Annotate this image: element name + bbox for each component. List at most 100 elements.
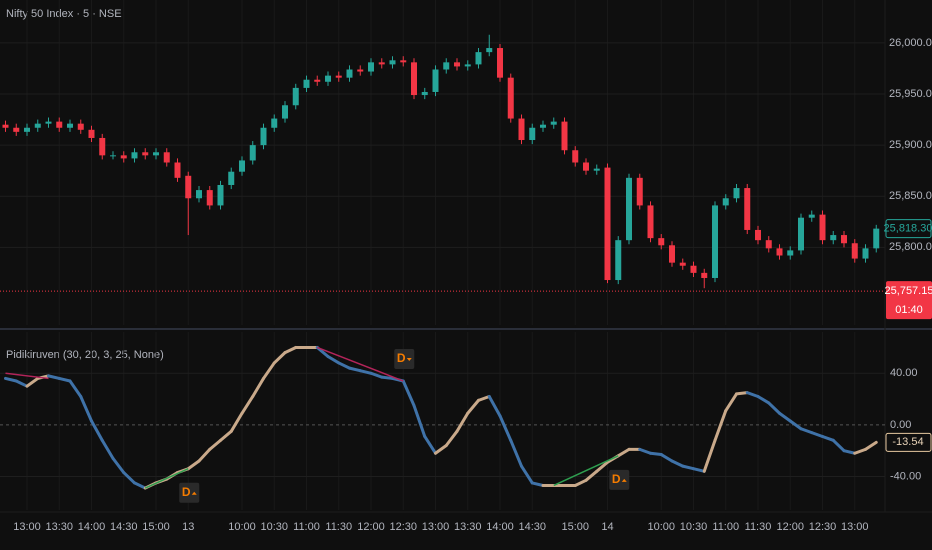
x-tick-label: 11:30 xyxy=(745,521,772,533)
candle-body xyxy=(454,62,460,67)
oscillator-segment xyxy=(229,411,244,433)
candle-body xyxy=(712,205,718,278)
oscillator-segment xyxy=(616,447,631,458)
oscillator-segment xyxy=(337,361,351,370)
x-tick-label: 12:30 xyxy=(809,521,837,533)
candle-body xyxy=(669,245,675,263)
candle-body xyxy=(378,62,385,65)
oscillator-segment xyxy=(713,409,728,442)
candle-body xyxy=(604,167,611,281)
candle-body xyxy=(507,77,514,119)
candle-body xyxy=(400,60,407,63)
oscillator-segment xyxy=(821,434,835,442)
candle-body xyxy=(56,121,63,128)
x-tick-label: 13:00 xyxy=(841,521,869,533)
price-line-label: 25,757.15 xyxy=(885,285,932,297)
candle-body xyxy=(228,171,235,185)
candle-body xyxy=(572,150,579,163)
divergence-line xyxy=(144,468,189,489)
price-line-box xyxy=(886,281,932,320)
x-tick-label: 14:30 xyxy=(518,521,546,533)
x-tick-label: 14 xyxy=(601,521,613,533)
candle-body xyxy=(733,188,740,199)
y-tick-label: 0.00 xyxy=(890,419,911,431)
candle-body xyxy=(163,152,170,163)
oscillator-segment xyxy=(831,438,846,453)
candle-body xyxy=(303,79,310,88)
oscillator-segment xyxy=(133,481,147,490)
oscillator-segment xyxy=(326,355,341,365)
symbol-title: Nifty 50 Index · 5 · NSE xyxy=(6,8,122,20)
candle-body xyxy=(196,190,202,199)
divergence-badge xyxy=(609,469,630,490)
oscillator-segment xyxy=(47,374,61,380)
x-tick-label: 13:00 xyxy=(422,521,450,533)
candle-body xyxy=(325,75,331,82)
oscillator-segment xyxy=(864,440,878,451)
candle-body xyxy=(206,190,213,206)
candle-body xyxy=(626,177,632,241)
x-tick-label: 12:00 xyxy=(357,521,385,533)
x-tick-label: 13:00 xyxy=(13,521,41,533)
oscillator-segment xyxy=(659,453,674,463)
x-tick-label: 10:00 xyxy=(647,521,675,533)
divergence-line xyxy=(553,455,619,487)
divergence-label: D xyxy=(397,351,406,365)
candle-body xyxy=(2,124,9,128)
candle-body xyxy=(185,175,192,199)
candle-body xyxy=(776,248,783,256)
oscillator-segment xyxy=(186,459,201,471)
candle-body xyxy=(583,162,589,171)
oscillator-segment xyxy=(57,376,72,383)
x-tick-label: 14:00 xyxy=(78,521,106,533)
oscillator-segment xyxy=(444,429,459,448)
oscillator-segment xyxy=(745,391,760,398)
x-tick-label: 13:30 xyxy=(454,521,482,533)
y-tick-label: 40.00 xyxy=(890,367,918,379)
last-price-box xyxy=(885,219,932,239)
oscillator-segment xyxy=(68,379,83,398)
x-tick-label: 10:00 xyxy=(228,521,256,533)
oscillator-segment xyxy=(208,438,222,451)
candle-body xyxy=(765,240,772,249)
candle-body xyxy=(368,62,374,72)
oscillator-segment xyxy=(348,366,362,373)
candle-body xyxy=(24,127,30,132)
divergence-badge xyxy=(179,482,200,503)
oscillator-segment xyxy=(111,456,126,475)
x-tick-label: 14:00 xyxy=(486,521,514,533)
oscillator-segment xyxy=(272,351,287,365)
oscillator-segment xyxy=(735,391,749,396)
divergence-line xyxy=(5,372,49,380)
x-tick-label: 15:00 xyxy=(561,521,589,533)
oscillator-segment xyxy=(509,438,523,468)
oscillator-segment xyxy=(767,401,781,415)
oscillator-segment xyxy=(487,394,502,418)
oscillator-segment xyxy=(423,434,437,455)
oscillator-segment xyxy=(434,444,448,455)
candle-body xyxy=(67,123,73,128)
oscillator-segment xyxy=(649,451,663,457)
oscillator-segment xyxy=(778,411,792,423)
oscillator-segment xyxy=(315,345,330,359)
candle-body xyxy=(787,250,794,256)
candle-body xyxy=(411,62,417,96)
candle-body xyxy=(518,118,525,141)
candle-body xyxy=(239,160,245,172)
x-tick-label: 12:30 xyxy=(389,521,417,533)
x-tick-label: 12:00 xyxy=(776,521,804,533)
oscillator-segment xyxy=(595,460,609,473)
candle-body xyxy=(314,79,321,82)
candle-body xyxy=(486,48,493,53)
oscillator-segment xyxy=(380,375,394,380)
candle-body xyxy=(798,217,804,251)
oscillator-segment xyxy=(810,431,824,438)
candle-body xyxy=(249,145,256,161)
last-price-label: 25,818.30 xyxy=(884,223,932,235)
candle-body xyxy=(593,168,600,171)
candle-body xyxy=(357,69,364,72)
oscillator-segment xyxy=(573,478,588,487)
oscillator-segment xyxy=(692,467,706,473)
